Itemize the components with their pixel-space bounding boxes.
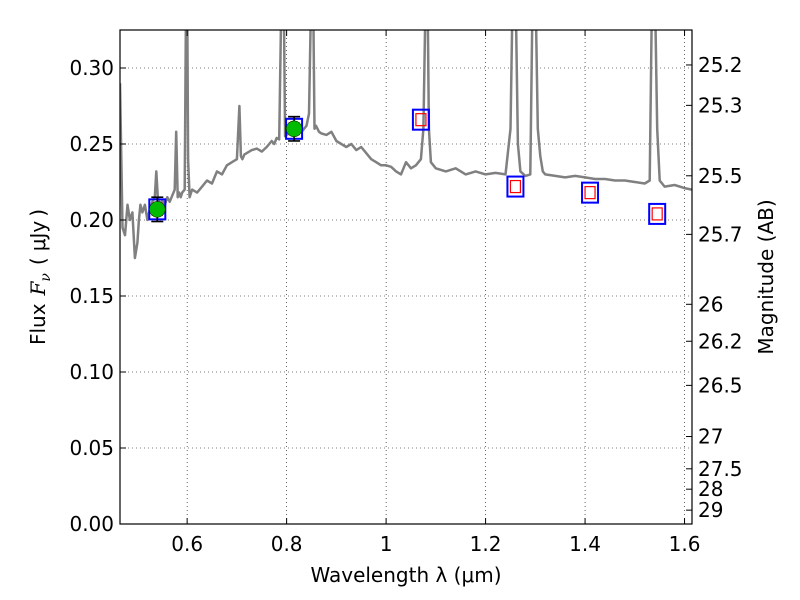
magnitude-tick-label: 27: [698, 425, 723, 449]
spectrum-layer: [120, 30, 692, 260]
model-flux-box: [581, 181, 600, 204]
y-tick-label: 0.30: [69, 56, 114, 80]
magnitude-tick-label: 26: [698, 292, 723, 316]
x-tick-label: 0.8: [271, 532, 303, 556]
y-axis-title-close-paren: ): [26, 209, 50, 217]
y-tick-label: 0.05: [69, 436, 114, 460]
magnitude-tick-label: 28: [698, 477, 723, 501]
marker-layer: [148, 108, 667, 225]
y-axis-title-open-paren: (: [26, 257, 50, 265]
model-flux-inner-box: [509, 179, 522, 194]
plot-frame: [119, 29, 693, 525]
magnitude-tick-label: 25.2: [698, 53, 743, 77]
observed-flux-point: [285, 120, 303, 138]
y-axis-title-symbol: F: [26, 280, 50, 296]
observed-flux-point: [149, 201, 166, 218]
magnitude-tick-label: 26.5: [698, 373, 743, 397]
y-axis: 0.00 0.05 0.10 0.15 0.20 0.25 0.30: [69, 56, 126, 536]
x-tick-label: 1.4: [569, 532, 601, 556]
y-axis-title: Flux Fν ( μJy): [26, 209, 54, 345]
x-tick-label: 1.2: [470, 532, 502, 556]
model-flux-box: [411, 108, 430, 131]
magnitude-tick-label: 29: [698, 498, 723, 522]
y-tick-label: 0.15: [69, 284, 114, 308]
magnitude-tick-label: 25.7: [698, 222, 743, 246]
spectrum-line: [120, 30, 692, 260]
y-tick-label: 0.20: [69, 208, 114, 232]
x-axis-title: Wavelength λ (μm): [310, 563, 501, 587]
magnitude-tick-label: 26.2: [698, 329, 743, 353]
model-flux-box: [506, 175, 525, 198]
y-tick-label: 0.10: [69, 360, 114, 384]
model-flux-inner-box: [584, 186, 596, 200]
x-axis: 0.6 0.8 1 1.2 1.4 1.6: [171, 30, 700, 556]
x-tick-label: 0.6: [171, 532, 203, 556]
magnitude-axis-title: Magnitude (AB): [754, 199, 778, 354]
magnitude-tick-label: 25.3: [698, 93, 743, 117]
magnitude-tick-label: 25.5: [698, 164, 743, 188]
model-flux-box: [648, 202, 667, 225]
model-flux-inner-box: [651, 207, 663, 221]
y-tick-label: 0.25: [69, 132, 114, 156]
y-tick-label: 0.00: [69, 512, 114, 536]
model-flux-inner-box: [415, 113, 427, 127]
magnitude-tick-label: 27.5: [698, 457, 743, 481]
y-axis-title-unit: μJy: [26, 221, 50, 252]
x-tick-label: 1: [380, 532, 393, 556]
x-tick-label: 1.6: [669, 532, 701, 556]
y-axis-title-word: Flux: [26, 303, 50, 345]
y-axis-title-subscript: ν: [38, 273, 54, 282]
